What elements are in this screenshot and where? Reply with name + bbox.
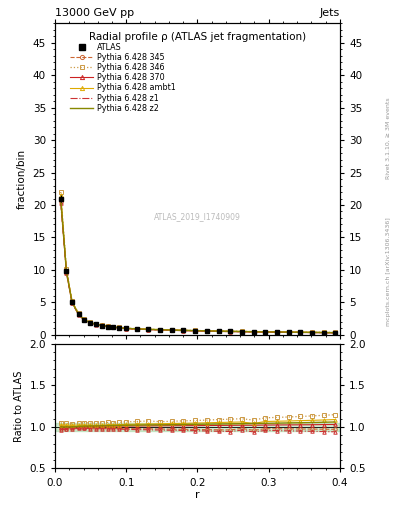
Text: Rivet 3.1.10, ≥ 3M events: Rivet 3.1.10, ≥ 3M events <box>386 97 391 179</box>
Y-axis label: fraction/bin: fraction/bin <box>17 149 27 209</box>
Text: Jets: Jets <box>320 8 340 18</box>
X-axis label: r: r <box>195 490 200 500</box>
Text: mcplots.cern.ch [arXiv:1306.3436]: mcplots.cern.ch [arXiv:1306.3436] <box>386 217 391 326</box>
Text: ATLAS_2019_I1740909: ATLAS_2019_I1740909 <box>154 212 241 221</box>
Bar <box>55 423 340 431</box>
Legend: ATLAS, Pythia 6.428 345, Pythia 6.428 346, Pythia 6.428 370, Pythia 6.428 ambt1,: ATLAS, Pythia 6.428 345, Pythia 6.428 34… <box>70 42 176 113</box>
Text: Radial profile ρ (ATLAS jet fragmentation): Radial profile ρ (ATLAS jet fragmentatio… <box>89 32 306 42</box>
Y-axis label: Ratio to ATLAS: Ratio to ATLAS <box>14 370 24 442</box>
Text: 13000 GeV pp: 13000 GeV pp <box>55 8 134 18</box>
